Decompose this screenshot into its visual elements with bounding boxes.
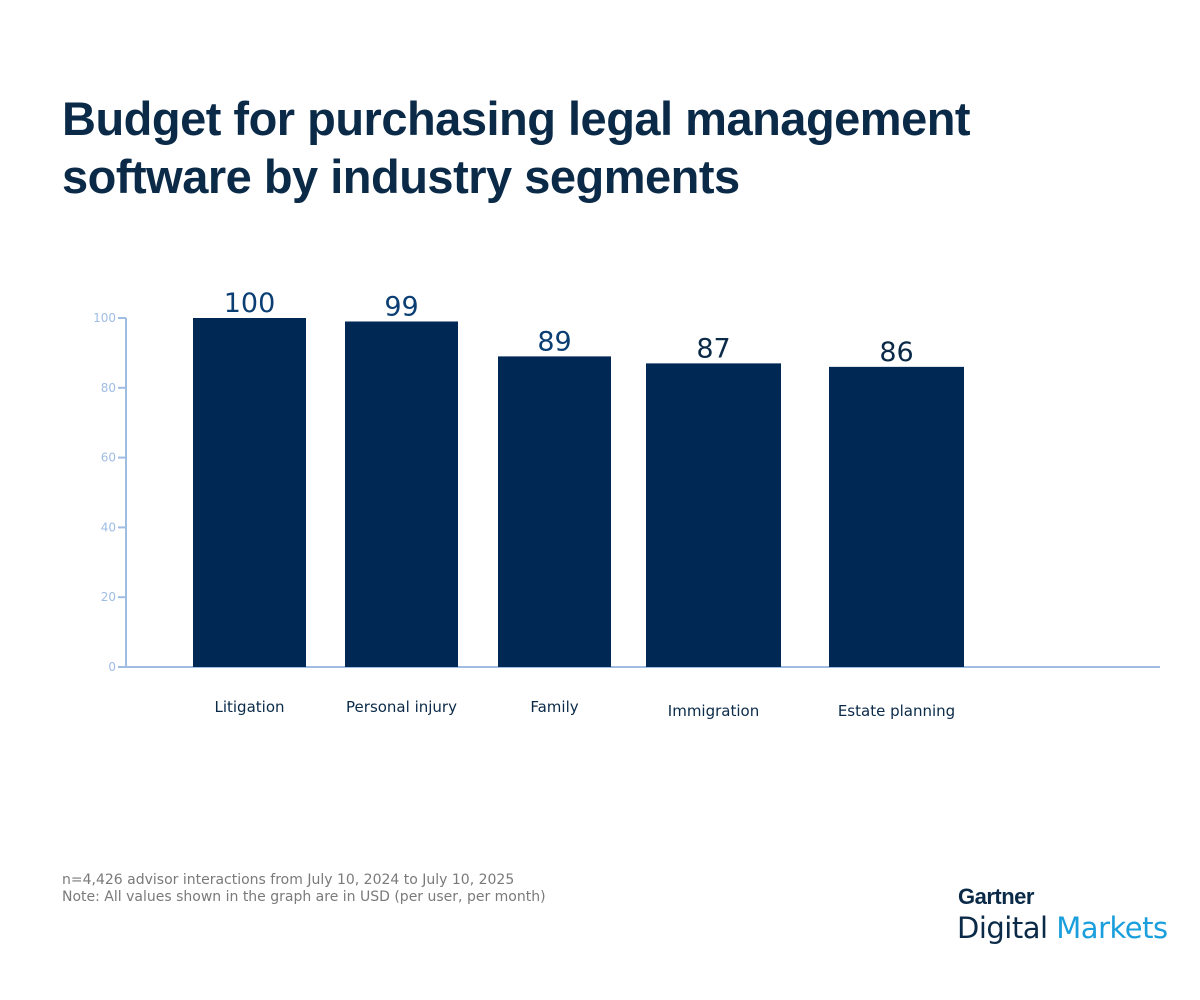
y-tick-label: 20 — [101, 590, 116, 604]
footnote-note: Note: All values shown in the graph are … — [62, 889, 546, 905]
y-tick-label: 0 — [108, 660, 116, 674]
y-tick-label: 100 — [93, 311, 116, 325]
data-label: 99 — [384, 291, 418, 322]
digital-markets-logo: Digital Markets — [957, 911, 1168, 945]
gartner-logo: Gartner — [958, 884, 1034, 909]
logo-markets: Markets — [1056, 911, 1168, 945]
bar-litigation — [193, 318, 306, 667]
bar-immigration — [646, 363, 781, 667]
data-label: 87 — [696, 333, 730, 364]
footnote-sample: n=4,426 advisor interactions from July 1… — [62, 872, 515, 888]
data-label: 86 — [879, 337, 913, 368]
y-tick-label: 80 — [101, 381, 116, 395]
x-tick-label: Family — [530, 698, 578, 716]
x-tick-label: Estate planning — [838, 702, 955, 720]
y-tick-label: 60 — [101, 451, 116, 465]
data-label: 89 — [537, 326, 571, 357]
bar-family — [498, 356, 611, 667]
x-tick-label: Personal injury — [346, 698, 457, 716]
x-tick-label: Litigation — [214, 698, 284, 716]
logo-digital: Digital — [957, 911, 1048, 945]
bar-personal-injury — [345, 321, 458, 667]
x-tick-label: Immigration — [668, 702, 759, 720]
data-label: 100 — [224, 288, 276, 319]
y-tick-label: 40 — [101, 520, 116, 534]
chart-title: Budget for purchasing legal management s… — [62, 92, 971, 203]
bar-estate-planning — [829, 366, 964, 667]
